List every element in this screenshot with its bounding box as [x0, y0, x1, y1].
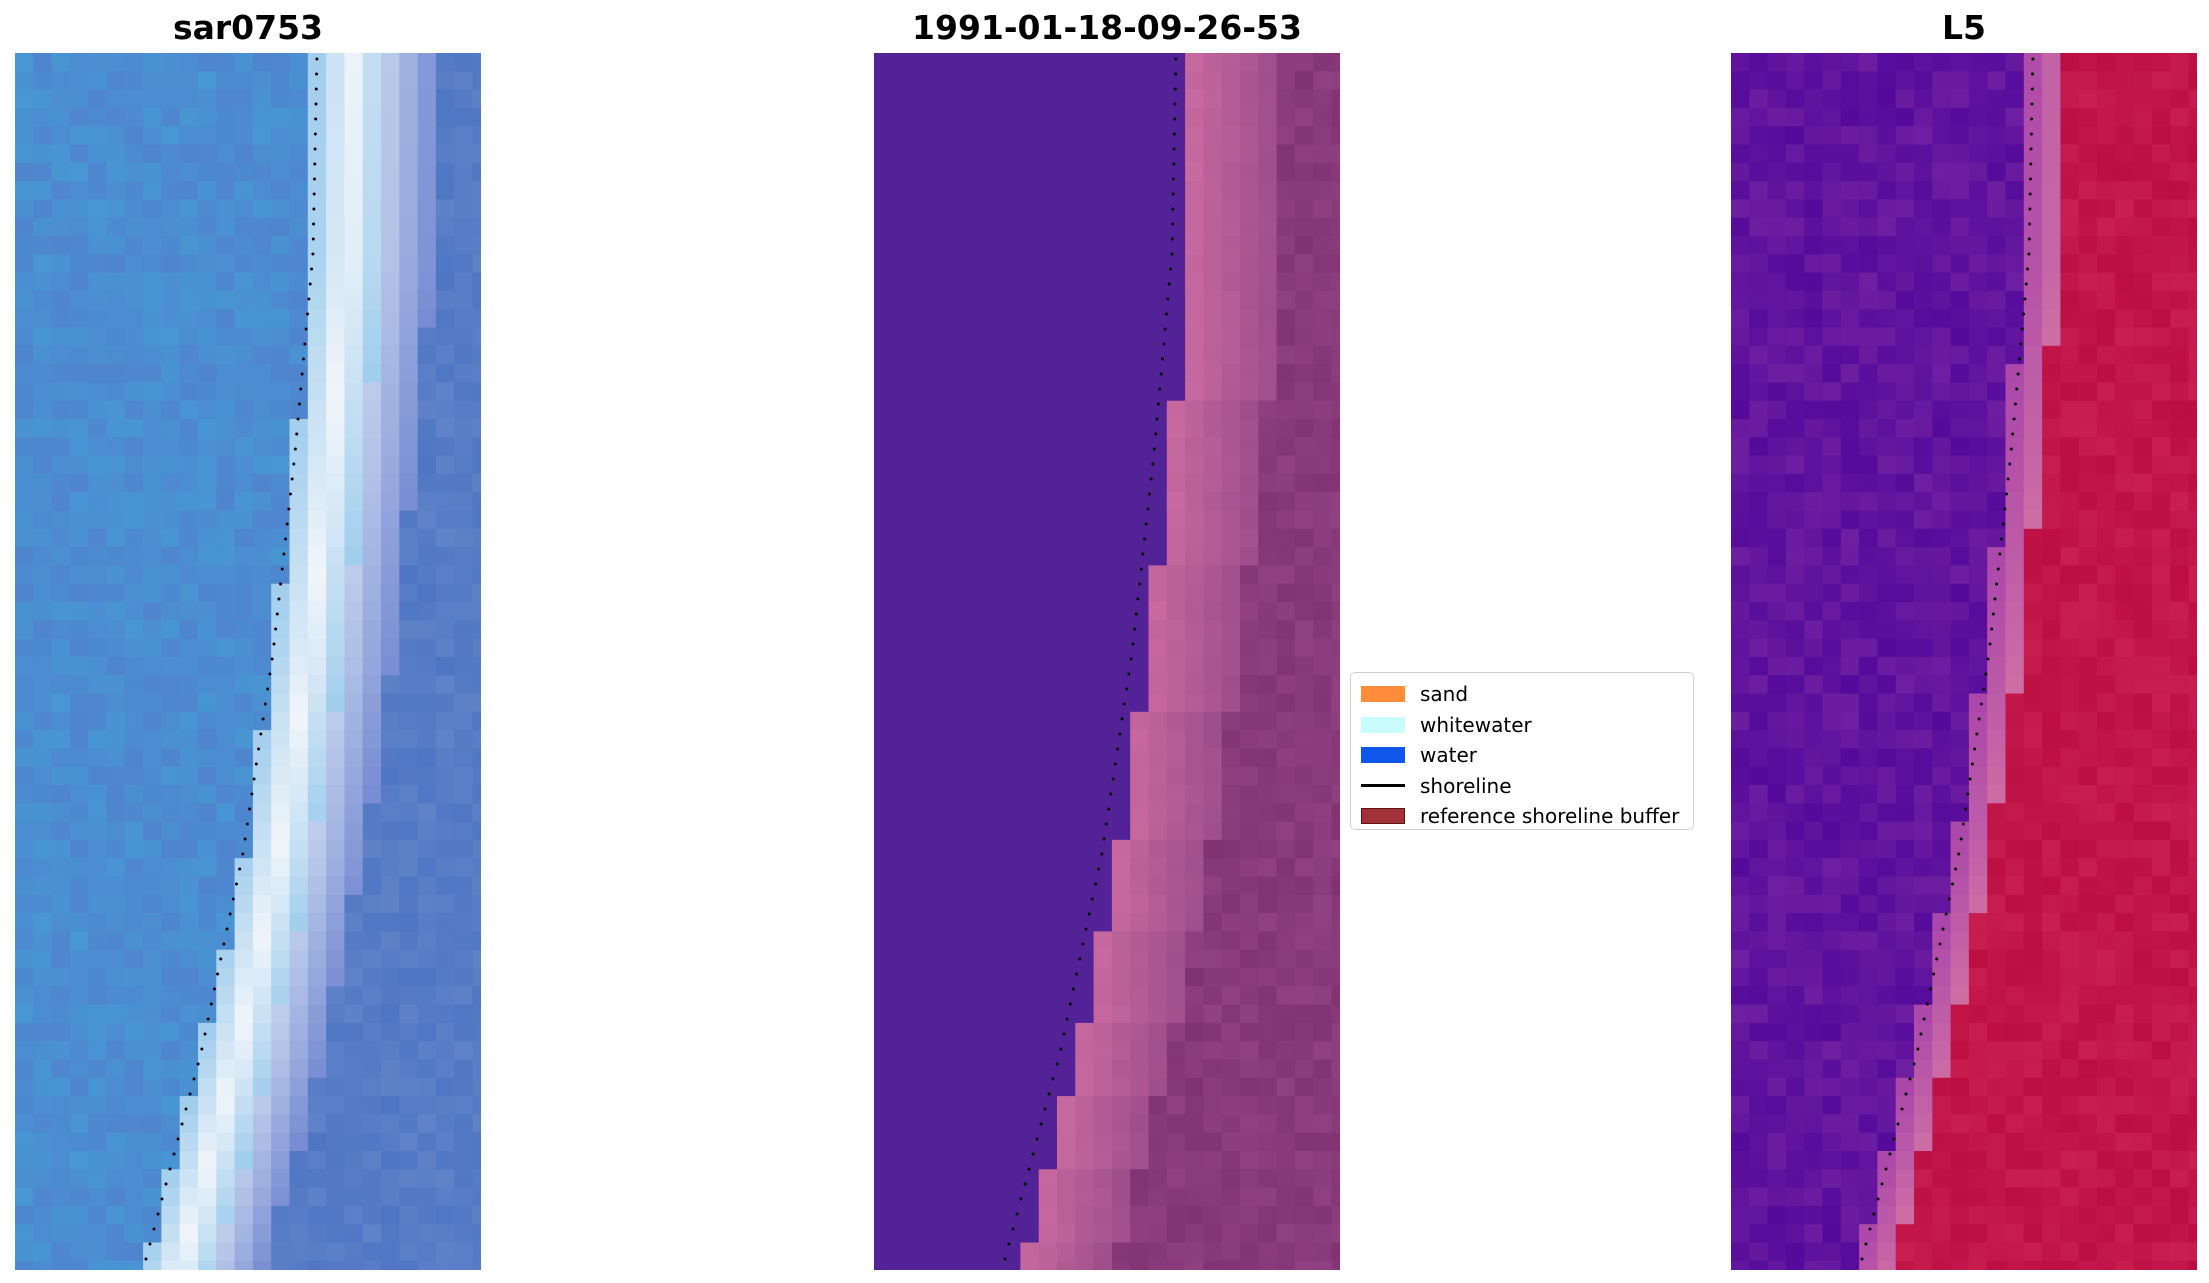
legend-label-sand: sand — [1420, 682, 1469, 707]
panel-title-index: L5 — [1942, 8, 1986, 47]
index-image-panel — [1731, 53, 2197, 1270]
legend-item-whitewater: whitewater — [1361, 710, 1683, 741]
classification-image — [874, 53, 1340, 1270]
legend-item-reference-buffer: reference shoreline buffer — [1361, 801, 1683, 832]
legend: sand whitewater water shoreline referenc… — [1350, 672, 1694, 830]
legend-label-whitewater: whitewater — [1420, 712, 1532, 737]
shoreline-line-icon — [1361, 784, 1405, 788]
reference-buffer-swatch-icon — [1361, 808, 1405, 825]
panel-title-rgb: sar0753 — [172, 8, 324, 47]
legend-item-water: water — [1361, 740, 1683, 771]
classification-image-panel — [874, 53, 1340, 1270]
water-swatch-icon — [1361, 747, 1405, 764]
legend-item-sand: sand — [1361, 679, 1683, 710]
rgb-image — [15, 53, 481, 1270]
sand-swatch-icon — [1361, 686, 1405, 703]
legend-label-water: water — [1420, 743, 1477, 768]
panel-title-classification: 1991-01-18-09-26-53 — [912, 8, 1302, 47]
legend-label-reference-buffer: reference shoreline buffer — [1420, 804, 1680, 829]
legend-label-shoreline: shoreline — [1420, 773, 1512, 798]
rgb-image-panel — [15, 53, 481, 1270]
index-image — [1731, 53, 2197, 1270]
whitewater-swatch-icon — [1361, 716, 1405, 733]
legend-item-shoreline: shoreline — [1361, 771, 1683, 802]
